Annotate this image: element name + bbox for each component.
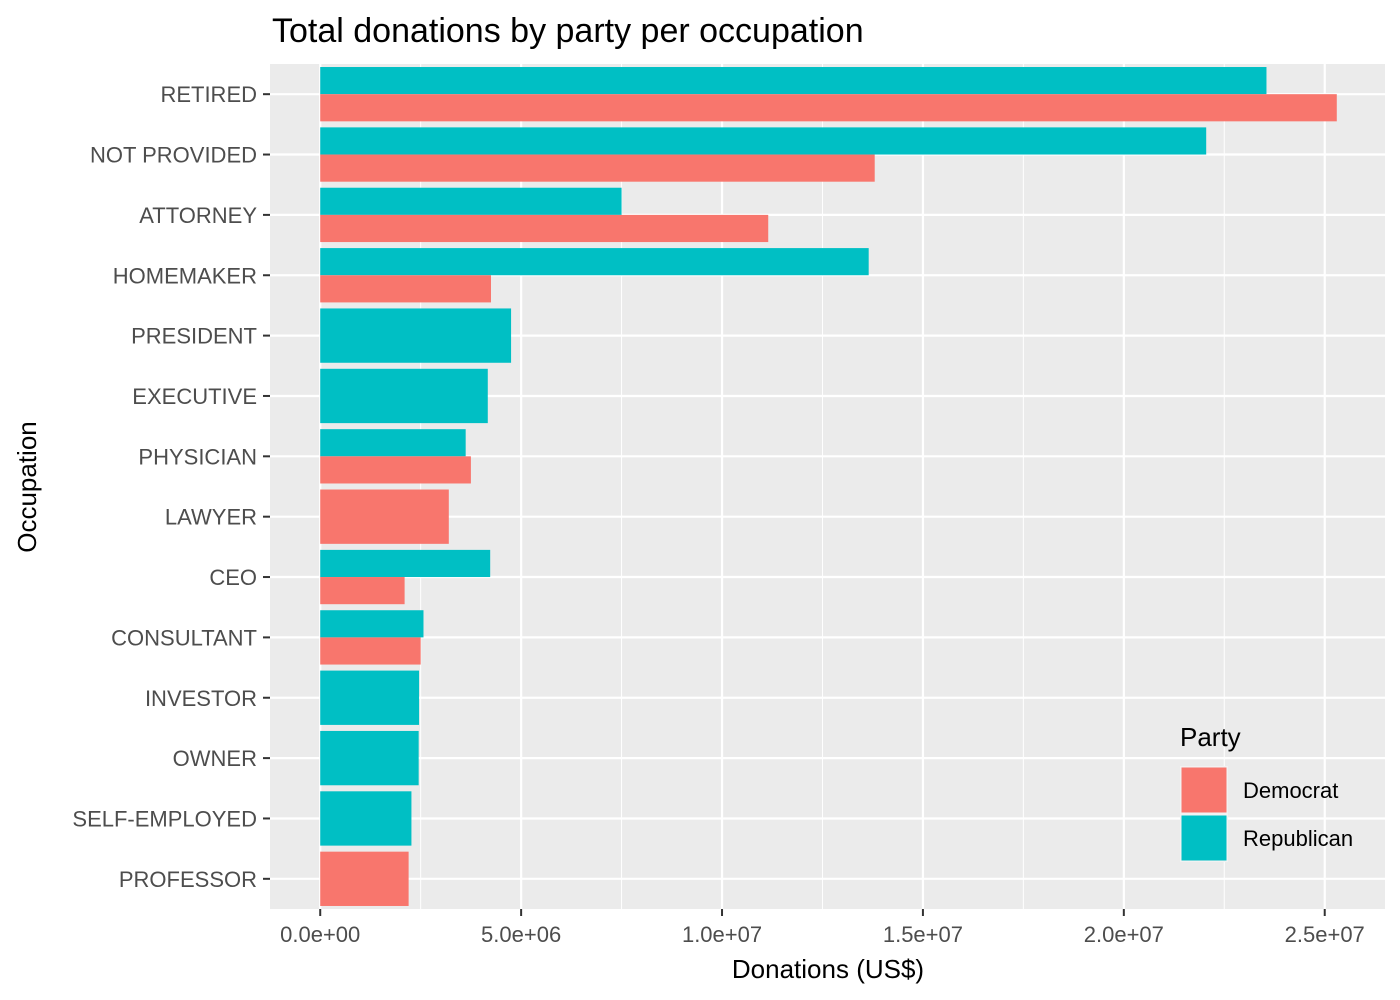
y-tick-label: HOMEMAKER (113, 263, 257, 288)
chart-title: Total donations by party per occupation (272, 12, 864, 50)
legend-key-republican (1181, 815, 1227, 861)
bar-democrat (320, 851, 409, 906)
bar-republican (320, 791, 412, 846)
y-tick-label: ATTORNEY (139, 203, 257, 228)
y-tick-label: CEO (209, 565, 257, 590)
x-tick-label: 1.0e+07 (682, 922, 762, 947)
bar-democrat (320, 637, 421, 665)
bar-democrat (320, 489, 449, 544)
bar-republican (320, 187, 622, 215)
bar-republican (320, 549, 491, 578)
y-tick-label: PRESIDENT (131, 324, 257, 349)
legend-title: Party (1180, 722, 1241, 752)
legend-key-democrat (1181, 767, 1227, 813)
bar-democrat (320, 456, 471, 484)
bar-republican (320, 368, 488, 424)
y-tick-label: INVESTOR (145, 686, 257, 711)
bar-republican (320, 730, 419, 786)
y-tick-label: LAWYER (165, 505, 257, 530)
legend-label-democrat: Democrat (1243, 778, 1338, 803)
x-tick-label: 5.0e+06 (481, 922, 561, 947)
bar-democrat (320, 94, 1337, 122)
bars-layer (320, 67, 1337, 906)
y-tick-label: PROFESSOR (119, 867, 257, 892)
y-tick-label: PHYSICIAN (138, 444, 257, 469)
y-tick-label: RETIRED (160, 82, 257, 107)
y-tick-label: NOT PROVIDED (90, 143, 257, 168)
y-axis-title: Occupation (12, 421, 42, 553)
legend-label-republican: Republican (1243, 826, 1353, 851)
bar-republican (320, 127, 1207, 155)
legend: Party Democrat Republican (1180, 722, 1353, 862)
bar-republican (320, 429, 466, 457)
bar-democrat (320, 154, 875, 182)
x-tick-label: 0.0e+00 (280, 922, 360, 947)
y-tick-label: OWNER (173, 746, 257, 771)
bar-republican (320, 308, 512, 363)
bar-republican (320, 610, 424, 638)
bar-republican (320, 248, 869, 276)
bar-democrat (320, 214, 769, 243)
bar-republican (320, 67, 1267, 95)
x-tick-label: 1.5e+07 (883, 922, 963, 947)
y-tick-label: EXECUTIVE (132, 384, 257, 409)
x-tick-label: 2.0e+07 (1084, 922, 1164, 947)
x-axis-title: Donations (US$) (732, 954, 924, 984)
bar-democrat (320, 275, 491, 303)
axes-layer: RETIRED NOT PROVIDED ATTORNEY HOMEMAKER PRES… (72, 82, 1364, 947)
bar-republican (320, 670, 420, 725)
y-tick-label: SELF-EMPLOYED (72, 806, 257, 831)
x-tick-label: 2.5e+07 (1285, 922, 1365, 947)
y-tick-label: CONSULTANT (111, 625, 257, 650)
bar-democrat (320, 577, 405, 605)
